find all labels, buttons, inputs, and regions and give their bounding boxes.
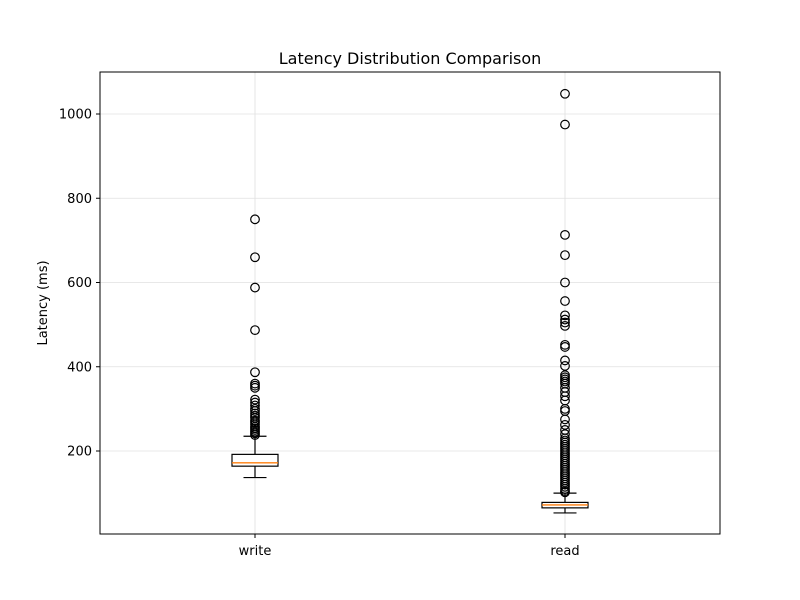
x-tick-label: read (550, 544, 579, 559)
box-write (231, 214, 279, 479)
y-tick-label: 600 (67, 276, 92, 291)
outlier-point (250, 406, 260, 416)
outlier-point (560, 355, 570, 366)
outlier-point (250, 430, 260, 440)
outlier-point (560, 342, 570, 352)
outlier-point (560, 310, 570, 321)
outlier-point (560, 119, 570, 130)
outlier-point (560, 317, 570, 328)
y-tick-label: 400 (67, 360, 92, 375)
outlier-point (560, 487, 570, 498)
outlier-point (250, 282, 260, 293)
outlier-point (560, 320, 570, 331)
outlier-point (560, 419, 570, 430)
box-iqr (231, 453, 279, 467)
y-tick-label: 800 (67, 192, 92, 207)
tick-layer: 200 400 600 800 1000 write read (59, 108, 580, 560)
outlier-point (250, 325, 260, 336)
outlier-point (250, 382, 260, 393)
y-tick-label: 1000 (59, 108, 92, 123)
box-layer (231, 88, 589, 514)
y-axis-label: Latency (ms) (36, 260, 51, 345)
outlier-point (250, 367, 260, 378)
plot-area-frame (99, 71, 721, 535)
chart-title: Latency Distribution Comparison (279, 49, 542, 68)
outlier-point (560, 414, 570, 425)
outlier-point (250, 252, 260, 263)
outlier-point (250, 214, 260, 225)
grid-layer (100, 72, 720, 534)
box-read (541, 88, 589, 514)
outlier-point (560, 296, 570, 306)
outlier-point (560, 229, 570, 240)
outlier-point (250, 394, 260, 405)
outlier-point (560, 391, 570, 402)
y-tick-label: 200 (67, 445, 92, 460)
outlier-point (560, 314, 570, 325)
outlier-point (560, 250, 570, 261)
outlier-point (560, 361, 570, 371)
outlier-point (560, 277, 570, 288)
x-tick-label: write (239, 544, 272, 559)
outlier-point (560, 88, 570, 99)
